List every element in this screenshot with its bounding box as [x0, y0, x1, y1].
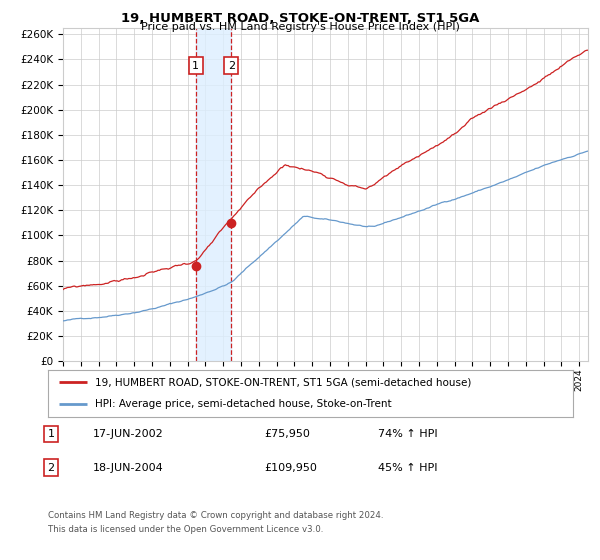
Text: Contains HM Land Registry data © Crown copyright and database right 2024.: Contains HM Land Registry data © Crown c… — [48, 511, 383, 520]
Text: HPI: Average price, semi-detached house, Stoke-on-Trent: HPI: Average price, semi-detached house,… — [95, 399, 392, 409]
Text: 19, HUMBERT ROAD, STOKE-ON-TRENT, ST1 5GA (semi-detached house): 19, HUMBERT ROAD, STOKE-ON-TRENT, ST1 5G… — [95, 377, 472, 388]
Text: 45% ↑ HPI: 45% ↑ HPI — [378, 463, 437, 473]
Text: 19, HUMBERT ROAD, STOKE-ON-TRENT, ST1 5GA: 19, HUMBERT ROAD, STOKE-ON-TRENT, ST1 5G… — [121, 12, 479, 25]
Text: £75,950: £75,950 — [264, 429, 310, 439]
Text: 74% ↑ HPI: 74% ↑ HPI — [378, 429, 437, 439]
Text: Price paid vs. HM Land Registry's House Price Index (HPI): Price paid vs. HM Land Registry's House … — [140, 22, 460, 32]
Text: 2: 2 — [47, 463, 55, 473]
Text: 17-JUN-2002: 17-JUN-2002 — [93, 429, 164, 439]
Bar — [196, 28, 232, 361]
Text: This data is licensed under the Open Government Licence v3.0.: This data is licensed under the Open Gov… — [48, 525, 323, 534]
Text: 2: 2 — [228, 60, 235, 71]
Text: 1: 1 — [47, 429, 55, 439]
Text: £109,950: £109,950 — [264, 463, 317, 473]
Text: 18-JUN-2004: 18-JUN-2004 — [93, 463, 164, 473]
Text: 1: 1 — [192, 60, 199, 71]
